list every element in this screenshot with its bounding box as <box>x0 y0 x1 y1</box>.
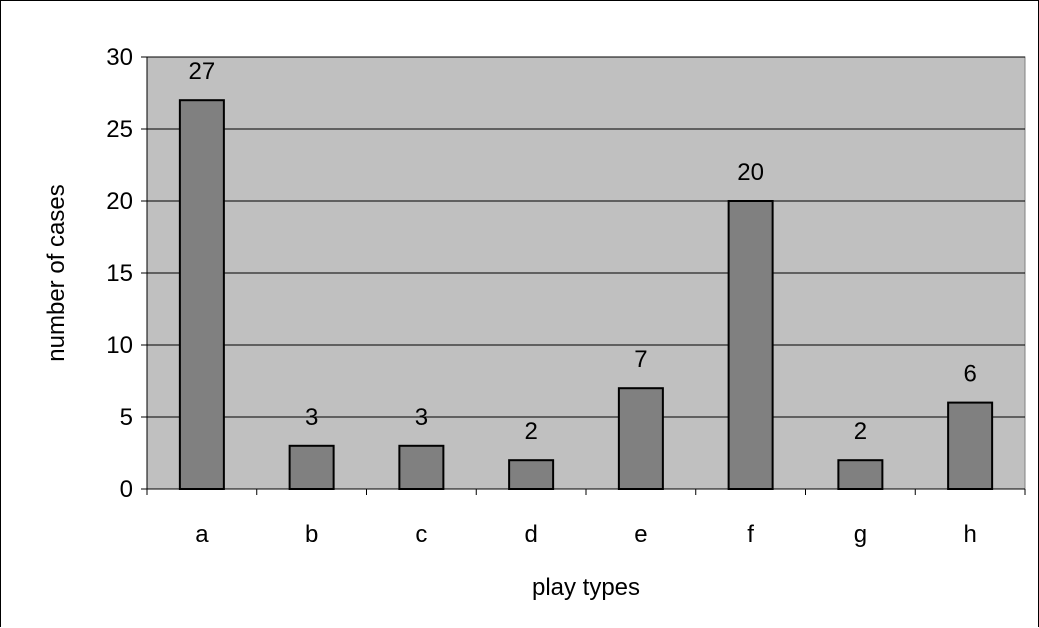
y-axis-title: number of cases <box>43 184 70 361</box>
x-tick-label: f <box>747 521 754 548</box>
bars <box>178 99 994 491</box>
y-tick-label: 30 <box>106 44 133 71</box>
bar-h <box>947 401 994 491</box>
x-tick-label: e <box>634 521 647 548</box>
y-tick-label: 15 <box>106 260 133 287</box>
bar-f <box>727 200 774 490</box>
data-label-e: 7 <box>634 346 647 373</box>
data-label-a: 27 <box>189 58 216 85</box>
x-axis: a b c d e f g h <box>146 488 1026 548</box>
x-tick-label: d <box>524 521 537 548</box>
x-tick-label: h <box>963 521 976 548</box>
bar-g <box>837 459 884 491</box>
y-tick-label: 10 <box>106 332 133 359</box>
data-label-f: 20 <box>737 159 764 186</box>
x-axis-title: play types <box>532 574 640 601</box>
data-label-d: 2 <box>524 418 537 445</box>
y-tick-label: 5 <box>120 404 133 431</box>
bar-d <box>508 459 555 491</box>
bar-e <box>617 387 664 491</box>
bar-b <box>288 444 335 490</box>
y-tick-label: 0 <box>120 476 133 503</box>
bar-c <box>398 444 445 490</box>
y-axis: 0 5 10 15 20 25 30 <box>106 44 148 503</box>
x-tick-label: g <box>854 521 867 548</box>
y-tick-label: 25 <box>106 116 133 143</box>
data-label-g: 2 <box>854 418 867 445</box>
x-tick-label: b <box>305 521 318 548</box>
data-label-b: 3 <box>305 404 318 431</box>
x-tick-label: c <box>415 521 427 548</box>
gridlines <box>147 56 1025 418</box>
data-label-c: 3 <box>415 404 428 431</box>
bar-a <box>178 99 225 490</box>
data-label-h: 6 <box>963 361 976 388</box>
y-tick-label: 20 <box>106 188 133 215</box>
x-tick-label: a <box>195 521 209 548</box>
